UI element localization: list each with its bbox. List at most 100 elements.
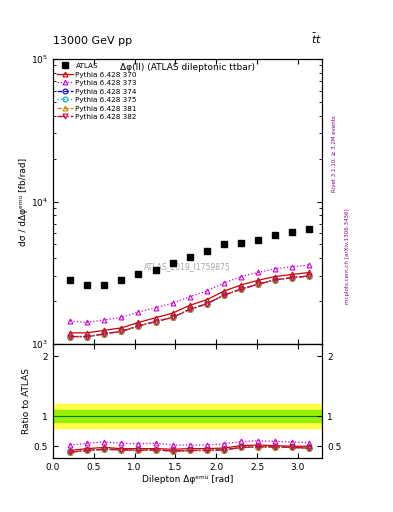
Pythia 6.428 375: [119, 328, 124, 334]
Pythia 6.428 381: [273, 276, 277, 283]
Bar: [53, 410, 322, 422]
Pythia 6.428 375: [290, 275, 295, 281]
Pythia 6.428 373: [222, 280, 226, 286]
Pythia 6.428 373: [119, 314, 124, 321]
Pythia 6.428 370: [68, 330, 72, 336]
Pythia 6.428 381: [68, 333, 72, 339]
Pythia 6.428 374: [119, 328, 124, 334]
Pythia 6.428 374: [136, 323, 141, 329]
Pythia 6.428 374: [187, 306, 192, 312]
Pythia 6.428 373: [170, 300, 175, 306]
Line: Pythia 6.428 382: Pythia 6.428 382: [68, 273, 312, 339]
Pythia 6.428 370: [239, 282, 243, 288]
Pythia 6.428 374: [68, 333, 72, 339]
Pythia 6.428 374: [290, 275, 295, 281]
Pythia 6.428 381: [187, 306, 192, 312]
Pythia 6.428 375: [222, 292, 226, 298]
Pythia 6.428 382: [136, 323, 141, 329]
Pythia 6.428 374: [153, 318, 158, 325]
Pythia 6.428 382: [170, 314, 175, 321]
ATLAS: [273, 232, 277, 238]
Pythia 6.428 382: [68, 333, 72, 339]
Pythia 6.428 375: [256, 281, 261, 287]
Pythia 6.428 370: [187, 302, 192, 308]
Pythia 6.428 375: [153, 318, 158, 325]
Pythia 6.428 375: [239, 286, 243, 292]
Pythia 6.428 370: [307, 269, 312, 275]
Bar: [53, 404, 322, 428]
Pythia 6.428 373: [273, 266, 277, 272]
Pythia 6.428 370: [170, 310, 175, 316]
Pythia 6.428 375: [273, 276, 277, 283]
Pythia 6.428 373: [307, 262, 312, 268]
Pythia 6.428 373: [239, 273, 243, 280]
Pythia 6.428 381: [222, 292, 226, 298]
Line: Pythia 6.428 373: Pythia 6.428 373: [68, 262, 312, 325]
Pythia 6.428 374: [204, 301, 209, 307]
Text: Rivet 3.1.10, ≥ 3.2M events: Rivet 3.1.10, ≥ 3.2M events: [332, 115, 337, 192]
ATLAS: [187, 253, 192, 260]
Pythia 6.428 381: [102, 331, 107, 337]
Pythia 6.428 370: [119, 325, 124, 331]
Pythia 6.428 370: [273, 273, 277, 280]
Pythia 6.428 373: [102, 317, 107, 323]
ATLAS: [204, 248, 209, 254]
X-axis label: Dilepton Δφᵉᵐᵘ [rad]: Dilepton Δφᵉᵐᵘ [rad]: [142, 475, 233, 484]
Pythia 6.428 370: [290, 271, 295, 278]
Pythia 6.428 381: [290, 275, 295, 281]
Pythia 6.428 370: [136, 319, 141, 326]
Line: Pythia 6.428 370: Pythia 6.428 370: [68, 270, 312, 335]
Pythia 6.428 373: [136, 309, 141, 315]
ATLAS: [119, 278, 124, 284]
Pythia 6.428 374: [239, 286, 243, 292]
Y-axis label: dσ / dΔφᵉᵐᵘ [fb/rad]: dσ / dΔφᵉᵐᵘ [fb/rad]: [19, 158, 28, 246]
Text: mcplots.cern.ch [arXiv:1306.3436]: mcplots.cern.ch [arXiv:1306.3436]: [345, 208, 350, 304]
Pythia 6.428 382: [187, 306, 192, 312]
Pythia 6.428 374: [256, 281, 261, 287]
Line: ATLAS: ATLAS: [67, 226, 312, 288]
ATLAS: [68, 278, 72, 284]
Pythia 6.428 381: [136, 323, 141, 329]
Pythia 6.428 382: [239, 286, 243, 292]
Pythia 6.428 381: [153, 318, 158, 325]
ATLAS: [239, 240, 243, 246]
Pythia 6.428 374: [102, 331, 107, 337]
ATLAS: [307, 226, 312, 232]
Pythia 6.428 370: [204, 296, 209, 303]
Pythia 6.428 370: [256, 278, 261, 284]
Pythia 6.428 382: [290, 275, 295, 281]
Pythia 6.428 382: [153, 318, 158, 325]
ATLAS: [256, 237, 261, 243]
Pythia 6.428 375: [85, 333, 90, 339]
Pythia 6.428 382: [204, 301, 209, 307]
Pythia 6.428 370: [222, 288, 226, 294]
Pythia 6.428 374: [170, 314, 175, 321]
Pythia 6.428 382: [256, 281, 261, 287]
Pythia 6.428 375: [68, 333, 72, 339]
Pythia 6.428 375: [170, 314, 175, 321]
Pythia 6.428 375: [204, 301, 209, 307]
Text: ATLAS_2019_I1759875: ATLAS_2019_I1759875: [144, 263, 231, 272]
Pythia 6.428 373: [153, 305, 158, 311]
ATLAS: [222, 241, 226, 247]
Pythia 6.428 373: [256, 269, 261, 275]
Pythia 6.428 382: [102, 331, 107, 337]
ATLAS: [153, 267, 158, 273]
Pythia 6.428 382: [119, 328, 124, 334]
ATLAS: [85, 282, 90, 288]
Pythia 6.428 373: [85, 319, 90, 326]
Pythia 6.428 370: [85, 330, 90, 336]
Pythia 6.428 381: [307, 273, 312, 279]
Line: Pythia 6.428 381: Pythia 6.428 381: [68, 273, 312, 339]
Pythia 6.428 381: [204, 301, 209, 307]
Pythia 6.428 382: [307, 273, 312, 279]
Pythia 6.428 381: [170, 314, 175, 321]
Pythia 6.428 373: [187, 294, 192, 300]
Pythia 6.428 373: [204, 288, 209, 294]
Pythia 6.428 374: [273, 276, 277, 283]
Pythia 6.428 373: [68, 318, 72, 324]
Pythia 6.428 375: [187, 306, 192, 312]
Pythia 6.428 373: [290, 264, 295, 270]
Text: 13000 GeV pp: 13000 GeV pp: [53, 36, 132, 46]
Pythia 6.428 381: [239, 286, 243, 292]
